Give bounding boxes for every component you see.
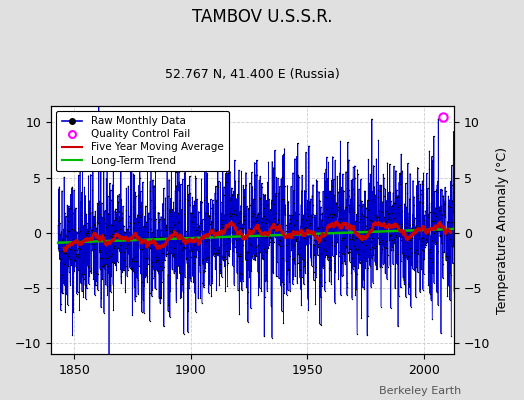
Legend: Raw Monthly Data, Quality Control Fail, Five Year Moving Average, Long-Term Tren: Raw Monthly Data, Quality Control Fail, … <box>56 111 228 171</box>
Title: 52.767 N, 41.400 E (Russia): 52.767 N, 41.400 E (Russia) <box>166 68 340 81</box>
Text: TAMBOV U.S.S.R.: TAMBOV U.S.S.R. <box>192 8 332 26</box>
Text: Berkeley Earth: Berkeley Earth <box>379 386 461 396</box>
Y-axis label: Temperature Anomaly (°C): Temperature Anomaly (°C) <box>496 146 509 314</box>
